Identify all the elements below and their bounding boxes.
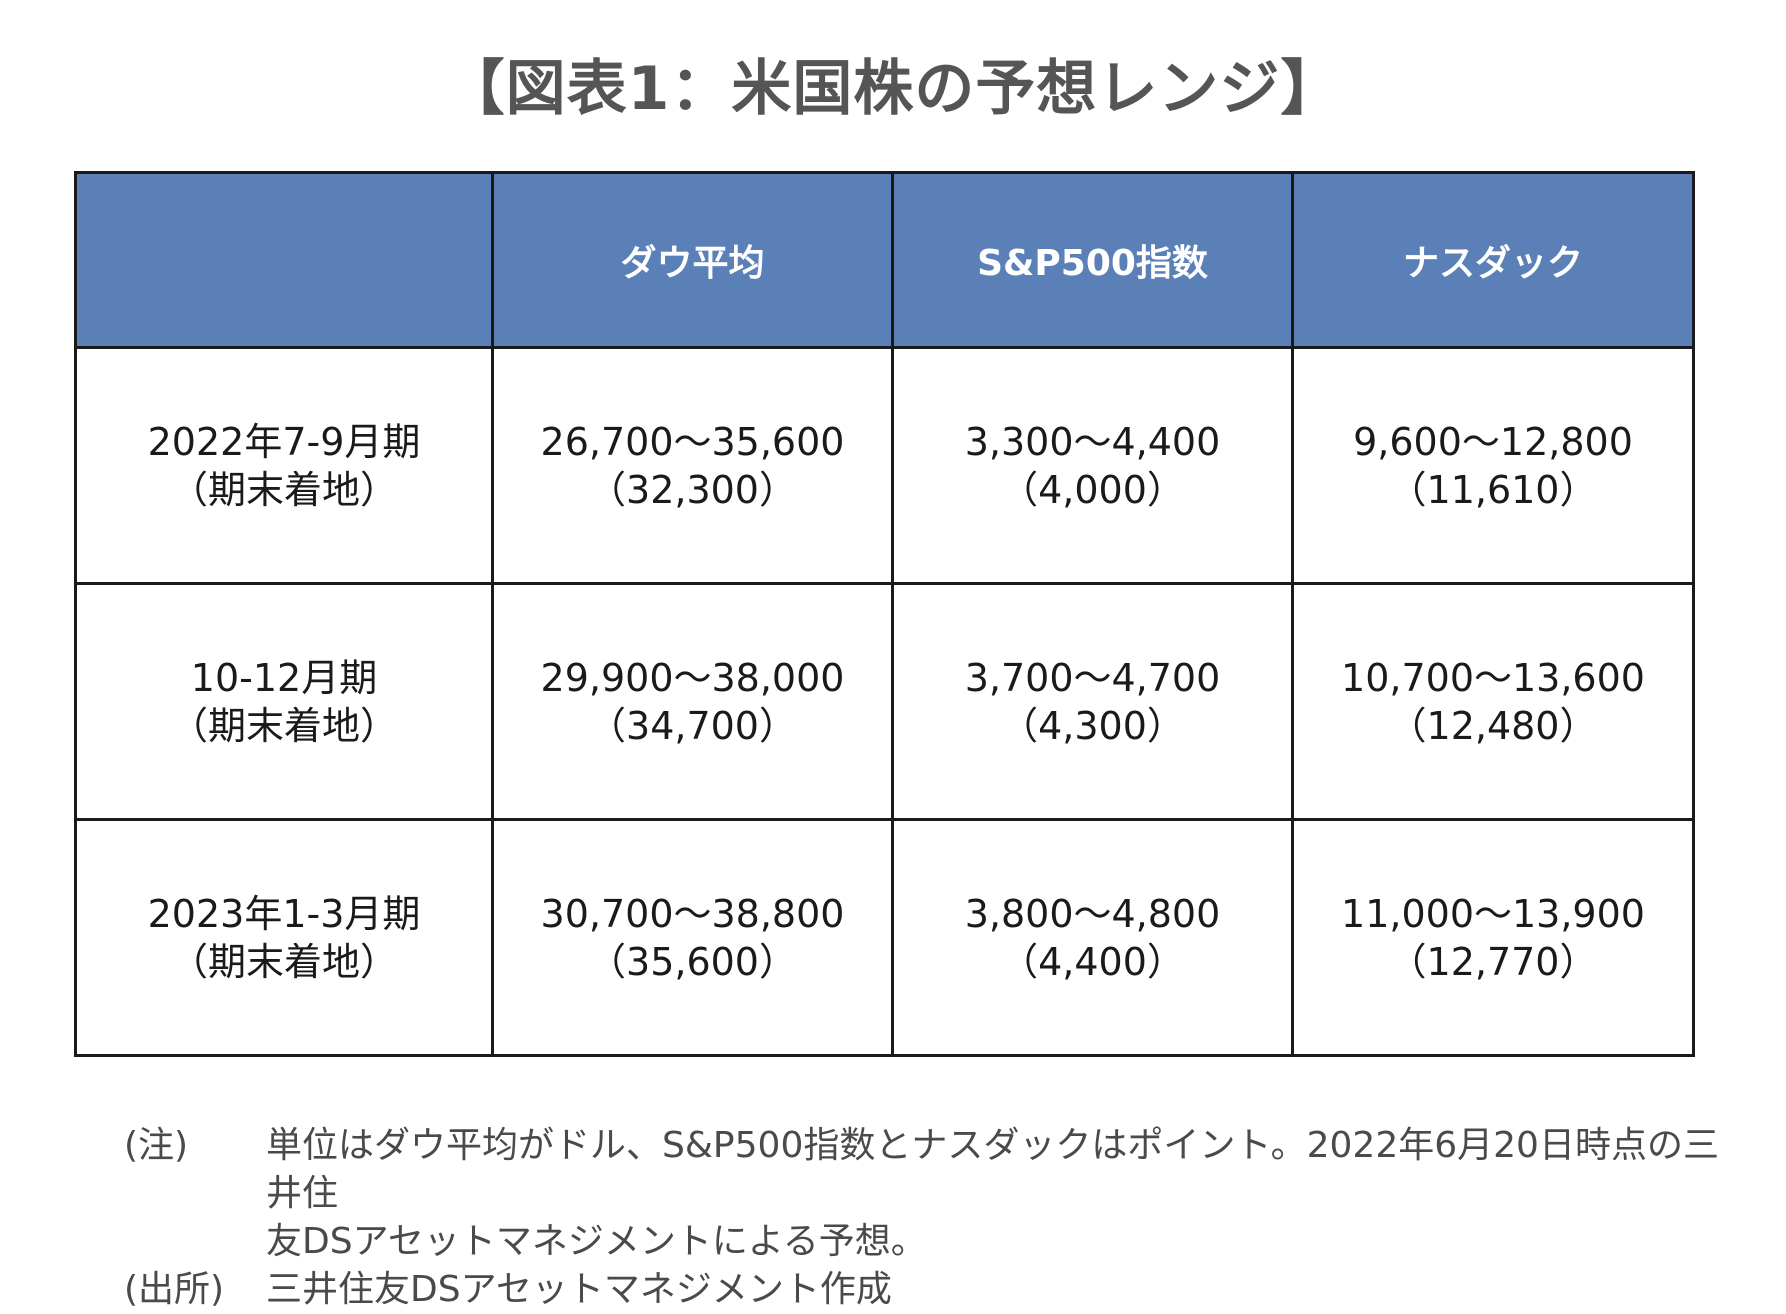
- nasdaq-target: （11,610）: [1388, 467, 1598, 512]
- table-header-row: ダウ平均 S&P500指数 ナスダック: [74, 171, 1695, 349]
- nasdaq-target: （12,480）: [1388, 703, 1598, 748]
- table-row: 10-12月期 （期末着地） 29,900～38,000 （34,700） 3,…: [74, 582, 1695, 821]
- table-row: 2023年1-3月期 （期末着地） 30,700～38,800 （35,600）…: [74, 818, 1695, 1057]
- sp500-range: 3,700～4,700: [964, 655, 1221, 700]
- source-text: 三井住友DSアセットマネジメント作成: [266, 1269, 892, 1310]
- dow-range: 26,700～35,600: [540, 419, 845, 464]
- sp500-cell: 3,700～4,700 （4,300）: [891, 582, 1294, 821]
- source-label: (出所): [124, 1269, 225, 1310]
- dow-cell: 29,900～38,000 （34,700）: [491, 582, 894, 821]
- sp500-target: （4,300）: [1000, 703, 1185, 748]
- nasdaq-range: 9,600～12,800: [1353, 419, 1633, 464]
- sp500-target: （4,000）: [1000, 467, 1185, 512]
- period-sublabel: （期末着地）: [169, 939, 398, 984]
- period-sublabel: （期末着地）: [169, 703, 398, 748]
- sp500-range: 3,300～4,400: [964, 419, 1221, 464]
- forecast-table: ダウ平均 S&P500指数 ナスダック 2022年7-9月期 （期末着地） 26…: [74, 171, 1695, 1057]
- period-sublabel: （期末着地）: [169, 467, 398, 512]
- sp500-range: 3,800～4,800: [964, 891, 1221, 936]
- nasdaq-target: （12,770）: [1388, 939, 1598, 984]
- nasdaq-cell: 11,000～13,900 （12,770）: [1291, 818, 1695, 1057]
- note-label: (注): [124, 1125, 189, 1166]
- dow-target: （35,600）: [588, 939, 797, 984]
- note-text: 単位はダウ平均がドル、S&P500指数とナスダックはポイント。2022年6月20…: [266, 1122, 1754, 1266]
- note-row: (注) 単位はダウ平均がドル、S&P500指数とナスダックはポイント。2022年…: [124, 1122, 1754, 1266]
- header-cell-nasdaq: ナスダック: [1291, 171, 1695, 349]
- period-cell: 10-12月期 （期末着地）: [74, 582, 494, 821]
- dow-range: 30,700～38,800: [540, 891, 845, 936]
- page-title: 【図表1：米国株の予想レンジ】: [444, 54, 1342, 124]
- period-cell: 2022年7-9月期 （期末着地）: [74, 346, 494, 585]
- note-line: 単位はダウ平均がドル、S&P500指数とナスダックはポイント。2022年6月20…: [266, 1125, 1719, 1214]
- dow-target: （34,700）: [588, 703, 797, 748]
- dow-target: （32,300）: [588, 467, 797, 512]
- source-row: (出所) 三井住友DSアセットマネジメント作成: [124, 1266, 1754, 1314]
- period-label: 2022年7-9月期: [147, 419, 421, 464]
- period-cell: 2023年1-3月期 （期末着地）: [74, 818, 494, 1057]
- dow-range: 29,900～38,000: [540, 655, 845, 700]
- period-label: 10-12月期: [190, 655, 378, 700]
- header-cell-sp500: S&P500指数: [891, 171, 1294, 349]
- nasdaq-cell: 9,600～12,800 （11,610）: [1291, 346, 1695, 585]
- nasdaq-range: 10,700～13,600: [1341, 655, 1645, 700]
- table-row: 2022年7-9月期 （期末着地） 26,700～35,600 （32,300）…: [74, 346, 1695, 585]
- nasdaq-range: 11,000～13,900: [1341, 891, 1645, 936]
- sp500-cell: 3,300～4,400 （4,000）: [891, 346, 1294, 585]
- nasdaq-cell: 10,700～13,600 （12,480）: [1291, 582, 1695, 821]
- note-line: 友DSアセットマネジメントによる予想。: [266, 1221, 927, 1262]
- dow-cell: 26,700～35,600 （32,300）: [491, 346, 894, 585]
- footnotes: (注) 単位はダウ平均がドル、S&P500指数とナスダックはポイント。2022年…: [124, 1122, 1754, 1314]
- period-label: 2023年1-3月期: [147, 891, 421, 936]
- sp500-cell: 3,800～4,800 （4,400）: [891, 818, 1294, 1057]
- sp500-target: （4,400）: [1000, 939, 1185, 984]
- header-cell-dow: ダウ平均: [491, 171, 894, 349]
- header-cell-period: [74, 171, 494, 349]
- dow-cell: 30,700～38,800 （35,600）: [491, 818, 894, 1057]
